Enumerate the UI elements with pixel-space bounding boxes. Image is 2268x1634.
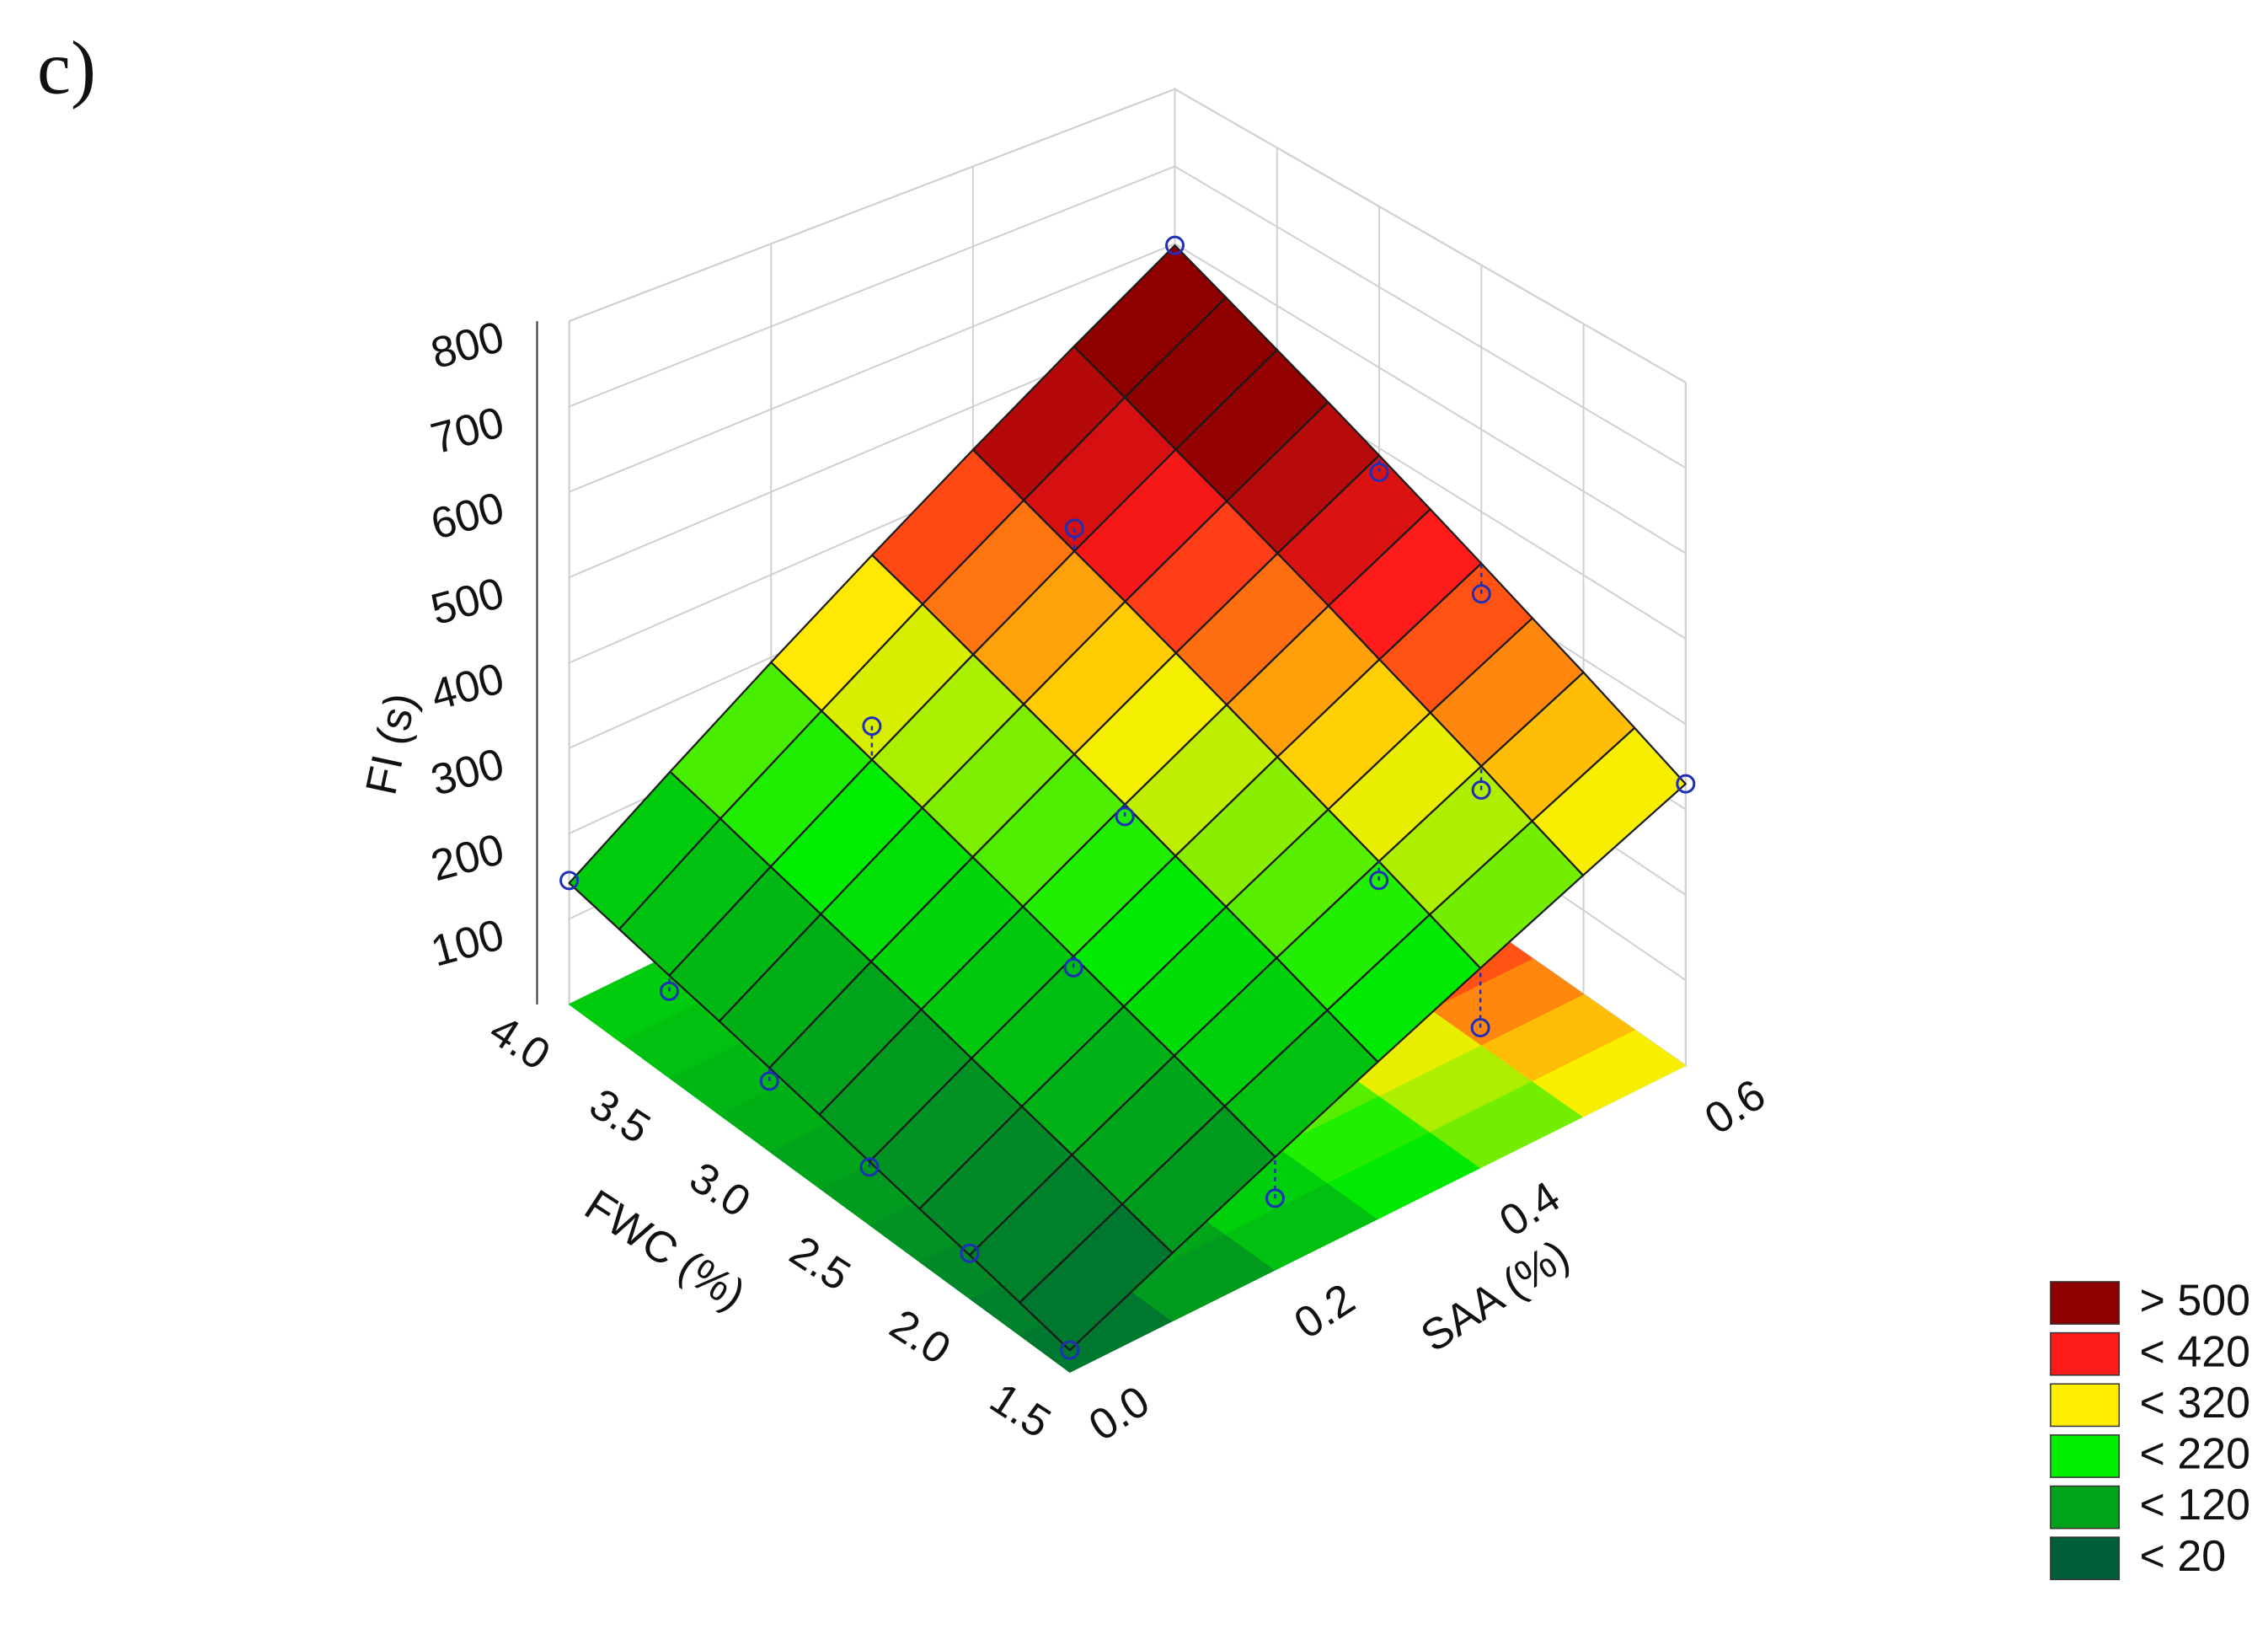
z-tick-label: 600 — [426, 483, 510, 549]
x-axis-title: SAA (%) — [1413, 1230, 1578, 1362]
legend-label: < 420 — [2140, 1327, 2250, 1376]
data-point — [1470, 1018, 1490, 1038]
data-point — [1060, 1340, 1080, 1360]
legend-swatch — [2050, 1281, 2121, 1325]
z-tick-label: 800 — [426, 313, 510, 378]
data-point — [859, 1157, 880, 1177]
data-point — [1165, 235, 1185, 255]
surface — [568, 244, 1687, 1352]
legend-label: < 320 — [2140, 1379, 2250, 1428]
data-point — [1676, 774, 1696, 794]
legend-label: < 120 — [2140, 1481, 2250, 1530]
legend-swatch — [2050, 1485, 2121, 1530]
data-point — [1369, 463, 1389, 483]
z-axis-title: FI (s) — [357, 688, 426, 799]
y-tick-label: 2.5 — [781, 1227, 859, 1301]
x-tick-label: 0.4 — [1491, 1172, 1569, 1246]
y-tick-label: 3.0 — [681, 1153, 758, 1227]
data-point — [1265, 1188, 1285, 1208]
data-point — [1471, 584, 1491, 604]
data-point — [659, 981, 679, 1001]
x-tick-label: 0.0 — [1081, 1377, 1158, 1451]
legend-label: < 220 — [2140, 1430, 2250, 1479]
z-tick-label: 200 — [426, 825, 510, 891]
data-point — [1471, 780, 1491, 801]
legend-label: > 500 — [2140, 1277, 2250, 1326]
z-tick-label: 700 — [426, 398, 510, 463]
data-point — [1064, 518, 1084, 538]
legend-label: < 20 — [2140, 1532, 2227, 1581]
x-tick-label: 0.6 — [1697, 1070, 1774, 1144]
legend-swatch — [2050, 1331, 2121, 1376]
data-point — [1369, 871, 1389, 891]
data-point — [1063, 957, 1083, 978]
legend-swatch — [2050, 1536, 2121, 1581]
y-tick-label: 2.0 — [881, 1300, 959, 1374]
legend-swatch — [2050, 1434, 2121, 1478]
legend-swatch — [2050, 1383, 2121, 1428]
data-point — [862, 716, 882, 737]
x-tick-label: 0.2 — [1286, 1274, 1363, 1348]
z-tick-label: 400 — [426, 654, 510, 720]
points — [559, 235, 1696, 1360]
y-tick-label: 1.5 — [982, 1374, 1059, 1448]
legend: > 500< 420< 320< 220< 120< 20 — [2050, 1277, 2250, 1581]
z-tick-label: 300 — [426, 739, 510, 805]
data-point — [1115, 806, 1135, 827]
data-point — [759, 1071, 779, 1091]
panel-label: c) — [37, 27, 96, 110]
y-tick-label: 3.5 — [581, 1080, 659, 1154]
surface-cell — [1019, 1203, 1174, 1352]
data-point — [559, 871, 580, 891]
data-point — [960, 1243, 980, 1263]
y-tick-label: 4.0 — [481, 1006, 559, 1080]
z-tick-label: 100 — [426, 910, 510, 976]
z-tick-label: 500 — [426, 569, 510, 635]
